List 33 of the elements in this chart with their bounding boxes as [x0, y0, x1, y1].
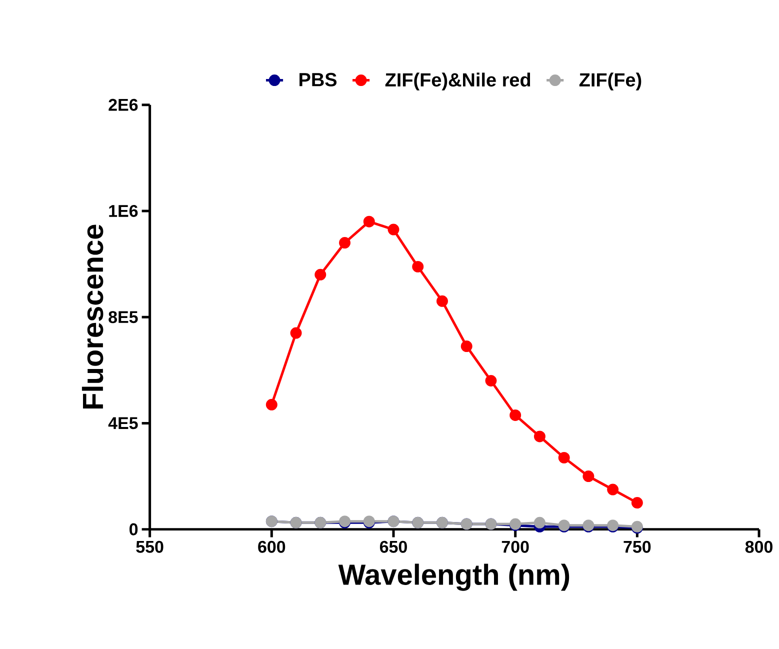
x-tick-label: 550 [136, 540, 164, 553]
y-tick-label: 2E6 [108, 98, 138, 111]
legend-label: ZIF(Fe)&Nile red [385, 72, 530, 90]
legend-label: PBS [300, 72, 337, 86]
x-tick-label: 700 [502, 540, 529, 553]
x-tick-label: 600 [258, 540, 286, 553]
point [460, 340, 472, 352]
point [388, 224, 400, 236]
legend-label: ZIF(Fe) [579, 72, 642, 90]
point [534, 516, 546, 528]
x-tick-label: 800 [745, 540, 772, 553]
y-tick-label: 1E6 [109, 204, 138, 217]
point [510, 409, 522, 421]
point [631, 496, 643, 508]
y-tick-label: 0 [130, 523, 138, 536]
point [412, 260, 424, 272]
point [558, 452, 570, 464]
y-tick-label: 4E5 [108, 417, 138, 430]
point [436, 295, 448, 307]
x-tick-label: 650 [380, 540, 407, 553]
point [607, 484, 619, 496]
point [290, 327, 302, 339]
y-axis-title: Fluorescence [82, 224, 104, 408]
point [485, 374, 497, 386]
point [363, 216, 375, 228]
y-tick-label: 8E5 [108, 310, 138, 324]
point [534, 430, 546, 442]
x-axis-title: Wavelength (nm) [338, 564, 570, 591]
point [314, 268, 326, 280]
point [266, 398, 278, 410]
point [582, 470, 594, 482]
x-tick-label: 750 [624, 540, 651, 553]
point [339, 236, 350, 248]
